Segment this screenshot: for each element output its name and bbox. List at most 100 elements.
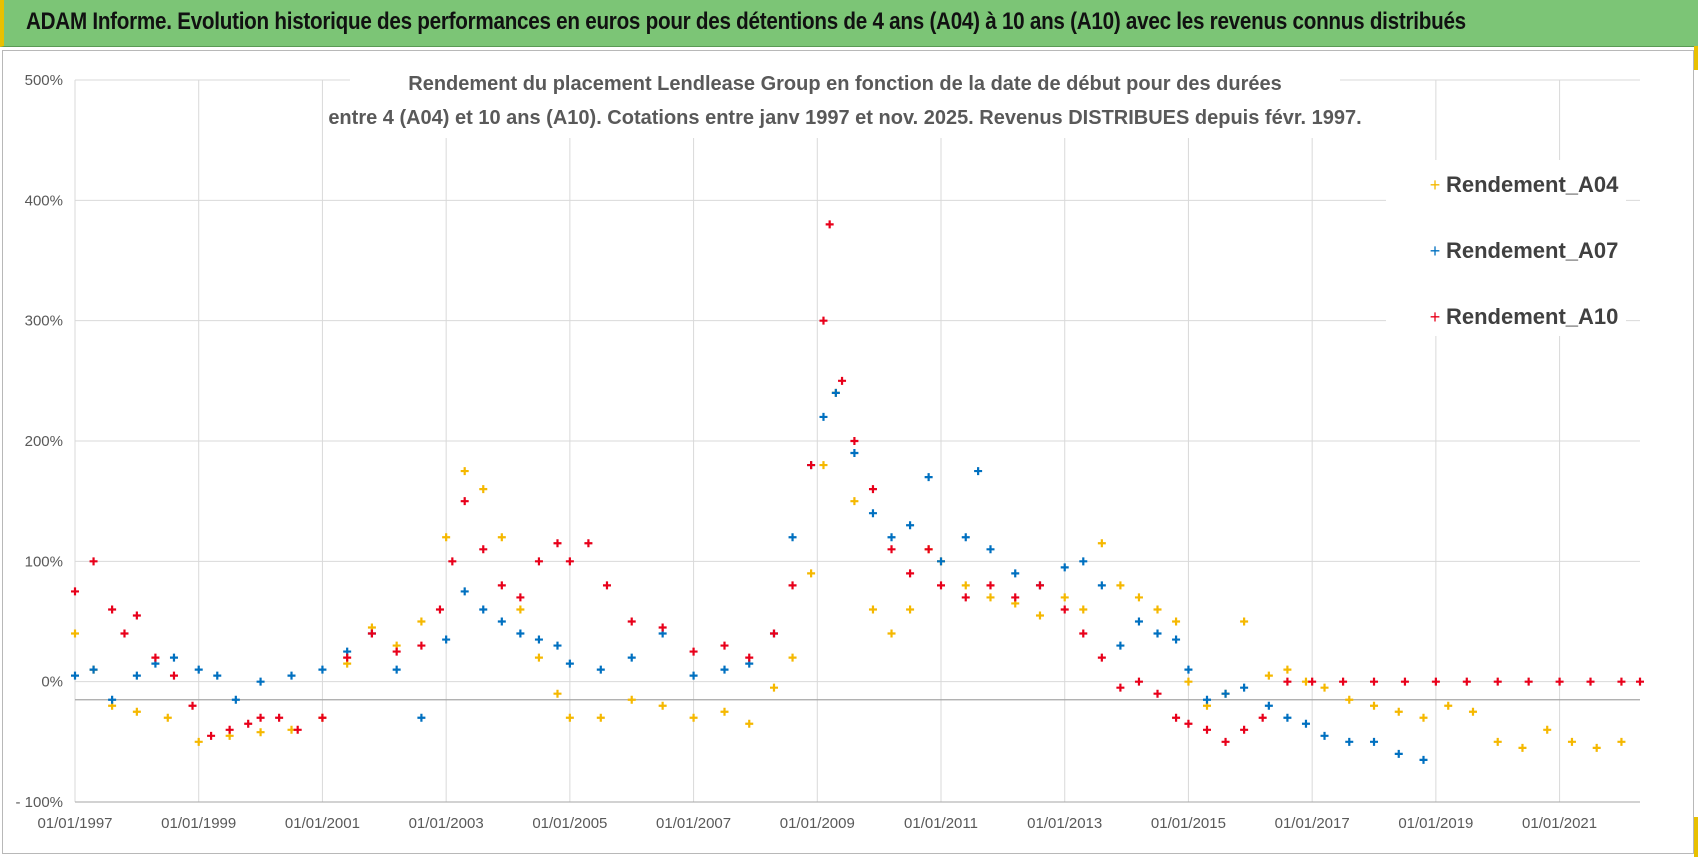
x-tick-label: 01/01/2019 <box>1398 815 1473 832</box>
data-point <box>1172 635 1181 644</box>
data-point <box>1592 743 1601 752</box>
data-point <box>516 605 525 614</box>
title-background <box>350 66 1340 138</box>
data-point <box>1431 677 1440 686</box>
legend: + Rendement_A04 + Rendement_A07 + Rendem… <box>1386 160 1626 336</box>
data-point <box>868 509 877 518</box>
data-point <box>1258 713 1267 722</box>
data-point <box>392 647 401 656</box>
data-point <box>108 605 117 614</box>
data-point <box>108 695 117 704</box>
data-point <box>720 641 729 650</box>
data-point <box>838 376 847 385</box>
corner-accent-bottom <box>1694 817 1698 857</box>
data-point <box>1060 563 1069 572</box>
data-point <box>1555 677 1564 686</box>
chart-title-line-1: Rendement du placement Lendlease Group e… <box>408 73 1281 95</box>
data-point <box>627 617 636 626</box>
data-point <box>906 605 915 614</box>
data-point <box>417 617 426 626</box>
data-point <box>1060 593 1069 602</box>
y-tick-label: 0% <box>41 674 63 691</box>
corner-accent-top <box>1694 46 1698 70</box>
data-point <box>745 653 754 662</box>
data-point <box>658 623 667 632</box>
data-point <box>602 581 611 590</box>
data-point <box>887 545 896 554</box>
data-point <box>1394 707 1403 716</box>
data-point <box>807 461 816 470</box>
data-point <box>1283 713 1292 722</box>
data-point <box>986 593 995 602</box>
data-point <box>1339 677 1348 686</box>
data-point <box>565 659 574 668</box>
y-tick-label: 100% <box>25 553 63 570</box>
header-banner: ADAM Informe. Evolution historique des p… <box>0 0 1698 47</box>
data-point <box>769 629 778 638</box>
legend-label-a07: Rendement_A07 <box>1446 238 1618 263</box>
data-point <box>553 641 562 650</box>
data-point <box>516 629 525 638</box>
data-point <box>1370 737 1379 746</box>
data-point <box>442 533 451 542</box>
data-point <box>367 629 376 638</box>
data-point <box>132 671 141 680</box>
data-point <box>1444 701 1453 710</box>
series-Rendement_A04 <box>71 388 1626 752</box>
data-point <box>244 719 253 728</box>
data-point <box>188 701 197 710</box>
legend-marker-a10: + <box>1430 307 1441 327</box>
legend-label-a10: Rendement_A10 <box>1446 304 1618 329</box>
data-point <box>924 473 933 482</box>
data-point <box>961 581 970 590</box>
data-point <box>1134 593 1143 602</box>
data-point <box>868 485 877 494</box>
data-point <box>460 497 469 506</box>
data-point <box>256 728 265 737</box>
data-point <box>937 581 946 590</box>
data-point <box>1221 689 1230 698</box>
data-point <box>479 545 488 554</box>
data-point <box>497 533 506 542</box>
data-point <box>1524 677 1533 686</box>
data-point <box>1134 677 1143 686</box>
x-tick-label: 01/01/2003 <box>409 815 484 832</box>
data-point <box>231 695 240 704</box>
data-point <box>1345 737 1354 746</box>
data-point <box>887 533 896 542</box>
data-point <box>745 719 754 728</box>
data-point <box>89 665 98 674</box>
data-point <box>1153 689 1162 698</box>
data-point <box>194 737 203 746</box>
data-point <box>417 713 426 722</box>
y-tick-label: 300% <box>25 313 63 330</box>
data-point <box>1116 641 1125 650</box>
data-point <box>658 701 667 710</box>
data-point <box>1035 581 1044 590</box>
data-point <box>850 449 859 458</box>
data-point <box>256 677 265 686</box>
data-point <box>788 581 797 590</box>
data-point <box>1240 617 1249 626</box>
data-point <box>1264 671 1273 680</box>
data-point <box>1462 677 1471 686</box>
data-point <box>1203 695 1211 704</box>
data-point <box>1079 629 1088 638</box>
x-tick-label: 01/01/2015 <box>1151 815 1226 832</box>
data-point <box>1079 605 1088 614</box>
data-point <box>207 731 216 740</box>
data-point <box>1203 725 1211 734</box>
data-point <box>1617 737 1626 746</box>
data-point <box>627 695 636 704</box>
data-point <box>689 713 698 722</box>
data-point <box>720 707 729 716</box>
data-point <box>1567 737 1576 746</box>
x-tick-label: 01/01/1999 <box>161 815 236 832</box>
data-point <box>1419 713 1428 722</box>
data-point <box>516 593 525 602</box>
data-point <box>986 581 995 590</box>
data-point <box>1283 665 1292 674</box>
data-point <box>689 647 698 656</box>
legend-marker-a07: + <box>1430 241 1441 261</box>
